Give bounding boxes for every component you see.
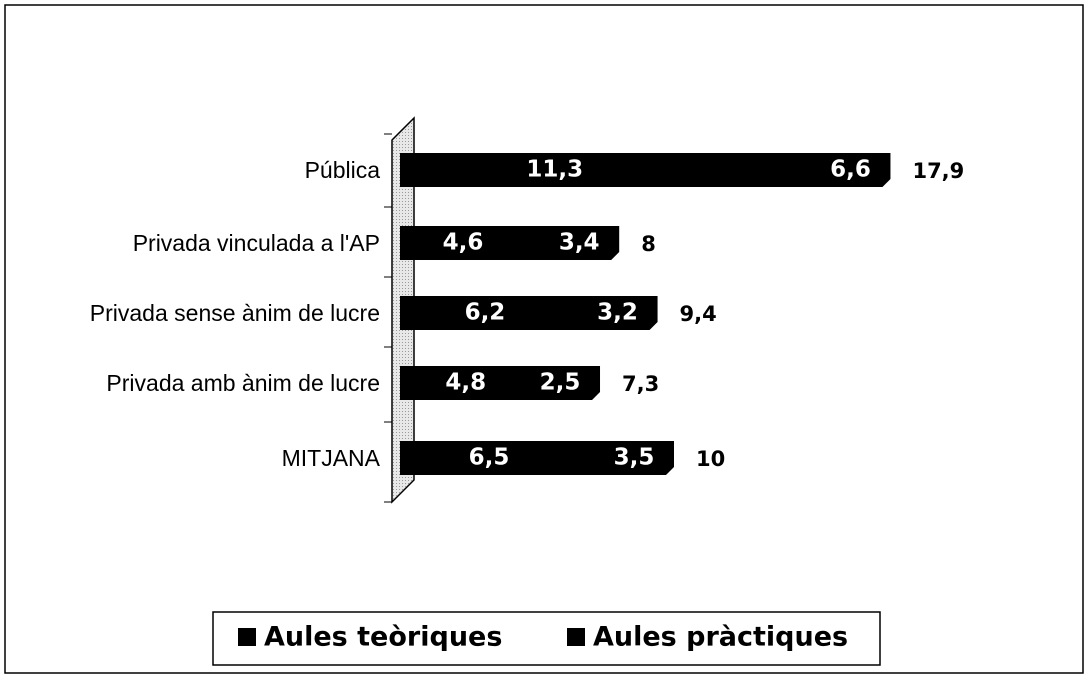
total-label: 10 [696, 447, 725, 471]
chart-border [4, 4, 1084, 674]
data-label: 11,3 [526, 157, 583, 183]
bar-segment [400, 296, 571, 330]
category-label: Privada vinculada a l'AP [133, 230, 380, 256]
data-label: 6,6 [830, 157, 871, 183]
total-label: 7,3 [622, 372, 659, 396]
category-label: Privada amb ànim de lucre [106, 370, 380, 396]
data-label: 3,4 [559, 230, 600, 256]
bar-segment [531, 366, 601, 400]
total-label: 9,4 [680, 302, 717, 326]
bar-segment [400, 366, 533, 400]
legend-label: Aules teòriques [264, 622, 502, 653]
data-label: 3,2 [597, 300, 638, 326]
bar-segment [709, 153, 891, 187]
bar-segment [400, 441, 580, 475]
data-label: 3,5 [614, 445, 655, 471]
legend-box [212, 611, 881, 666]
bar-segment [400, 153, 711, 187]
category-label: Privada sense ànim de lucre [90, 300, 380, 326]
total-label: 17,9 [912, 159, 964, 183]
data-label: 4,6 [443, 230, 484, 256]
category-label: Pública [305, 157, 381, 183]
bar-segment [578, 441, 674, 475]
bar-segment [400, 226, 528, 260]
data-label: 6,5 [469, 445, 510, 471]
total-label: 8 [641, 232, 656, 256]
bar-segment [526, 226, 620, 260]
legend-swatch [567, 628, 585, 646]
data-label: 6,2 [465, 300, 506, 326]
legend-swatch [238, 628, 256, 646]
legend-label: Aules pràctiques [593, 622, 848, 653]
category-label: MITJANA [282, 445, 381, 471]
data-label: 2,5 [540, 370, 581, 396]
data-label: 4,8 [445, 370, 486, 396]
bar-segment [569, 296, 658, 330]
